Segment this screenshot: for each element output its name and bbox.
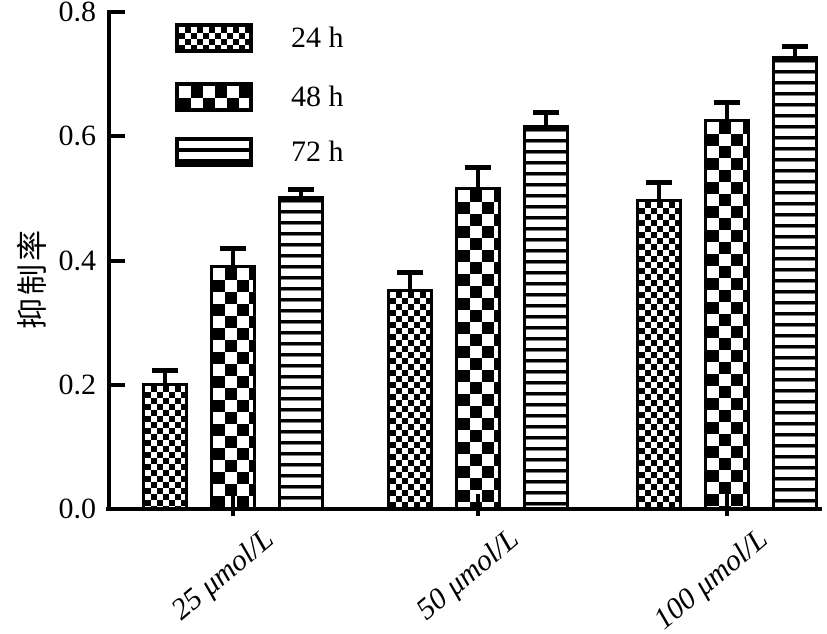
legend-item-48h: 48 h [175, 82, 344, 112]
bar-25μmol/L-48h [210, 265, 256, 510]
y-tick-label: 0.6 [58, 119, 97, 153]
bar-25μmol/L-24h [142, 383, 188, 510]
legend-label-48h: 48 h [291, 80, 344, 113]
legend-item-72h: 72 h [175, 137, 344, 167]
error-bar-stem [725, 103, 729, 123]
x-axis-tick [725, 494, 729, 516]
legend-swatch-large-checker-icon [175, 82, 253, 112]
bar-100μmol/L-24h [636, 199, 682, 510]
bar-50μmol/L-24h [387, 289, 433, 510]
error-bar-stem [408, 273, 412, 293]
y-tick-label: 0.8 [58, 0, 97, 28]
error-bar-cap [220, 246, 246, 251]
error-bar-cap [152, 368, 178, 373]
bar-100μmol/L-72h [772, 56, 818, 510]
legend-label-72h: 72 h [291, 135, 344, 168]
y-axis-tick [108, 382, 125, 387]
error-bar-stem [476, 168, 480, 191]
error-bar-cap [288, 187, 314, 192]
y-tick-label: 0.2 [58, 367, 97, 401]
x-axis-tick [476, 494, 480, 516]
y-axis-tick [108, 10, 125, 14]
error-bar-stem [544, 113, 548, 129]
error-bar-stem [163, 371, 167, 387]
y-axis-tick [108, 134, 125, 139]
error-bar-stem [231, 249, 235, 269]
x-axis-line [106, 507, 822, 511]
x-axis-tick [231, 494, 235, 516]
bar-50μmol/L-48h [455, 187, 501, 510]
x-tick-label: 100 μmol/L [647, 522, 775, 634]
error-bar-cap [465, 165, 491, 170]
legend-item-24h: 24 h [175, 23, 344, 53]
x-tick-label: 25 μmol/L [165, 522, 281, 627]
error-bar-cap [714, 100, 740, 105]
y-tick-label: 0.0 [58, 492, 97, 525]
bar-100μmol/L-48h [704, 119, 750, 510]
error-bar-cap [533, 110, 559, 115]
legend-label-24h: 24 h [291, 21, 344, 54]
x-tick-label: 50 μmol/L [410, 522, 526, 627]
legend-swatch-fine-checker-icon [175, 23, 253, 53]
bar-50μmol/L-72h [523, 125, 569, 510]
error-bar-stem [299, 190, 303, 200]
legend-swatch-stripes-icon [175, 137, 253, 167]
error-bar-stem [657, 183, 661, 203]
error-bar-cap [782, 44, 808, 49]
error-bar-cap [397, 270, 423, 275]
error-bar-stem [793, 47, 797, 60]
y-tick-label: 0.4 [58, 243, 97, 277]
bar-25μmol/L-72h [278, 196, 324, 510]
y-axis-tick [108, 258, 125, 263]
error-bar-cap [646, 180, 672, 185]
